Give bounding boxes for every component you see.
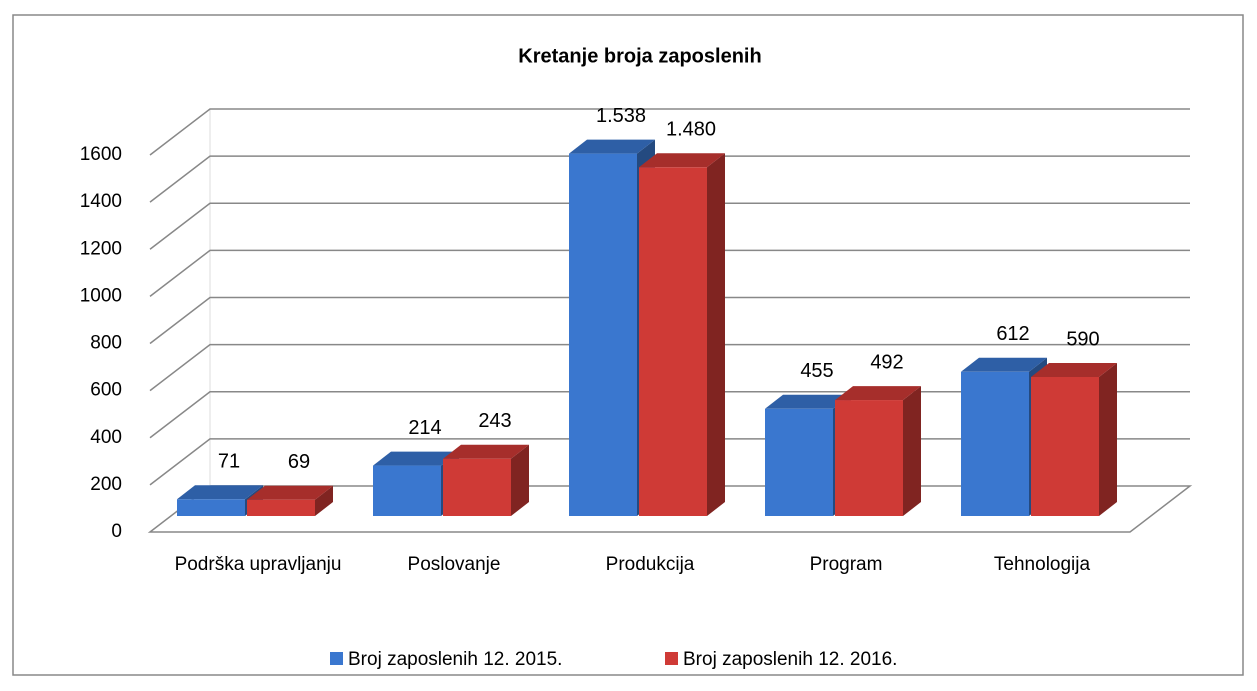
- bar-front: [835, 400, 903, 516]
- x-tick-label: Program: [809, 554, 883, 575]
- bar: [443, 444, 529, 516]
- y-tick-label: 0: [111, 521, 122, 542]
- bar: [1031, 362, 1117, 516]
- bar-top: [569, 139, 655, 154]
- value-label: 243: [478, 410, 511, 432]
- bar-top: [639, 153, 725, 168]
- grid-line: [149, 202, 1190, 250]
- legend-label: Broj zaposlenih 12. 2015.: [348, 649, 562, 670]
- bar-top: [765, 394, 851, 409]
- grid-line: [149, 343, 1190, 392]
- value-label: 69: [288, 451, 310, 473]
- x-tick-label: Poslovanje: [407, 554, 501, 575]
- bar-front: [961, 371, 1029, 516]
- grid-line: [149, 108, 1190, 156]
- bar-front: [373, 465, 441, 516]
- y-tick-label: 1200: [80, 238, 122, 259]
- x-tick-label: Tehnologija: [993, 554, 1091, 575]
- bar: [639, 153, 725, 516]
- bar-top: [1031, 362, 1117, 377]
- value-label: 492: [870, 351, 903, 373]
- y-tick-label: 1400: [80, 191, 122, 212]
- value-label: 1.480: [666, 119, 716, 141]
- bar-side: [1099, 362, 1117, 516]
- bar-front: [1031, 376, 1099, 516]
- bar-front: [443, 458, 511, 516]
- value-label: 590: [1066, 328, 1099, 350]
- bar-front: [177, 499, 245, 516]
- value-label: 71: [218, 451, 240, 473]
- grid-line: [149, 155, 1190, 203]
- bar-top: [961, 357, 1047, 372]
- bar-front: [247, 499, 315, 516]
- y-tick-label: 600: [90, 380, 122, 401]
- bar-front: [765, 408, 833, 516]
- legend-swatch: [665, 652, 678, 665]
- bar-side: [511, 444, 529, 516]
- x-tick-label: Podrška upravljanju: [174, 554, 342, 575]
- grid-line: [149, 249, 1190, 297]
- chart-title: Kretanje broja zaposlenih: [518, 45, 761, 67]
- bar-top: [373, 451, 459, 466]
- y-tick-label: 1600: [80, 144, 122, 165]
- bar-top: [177, 485, 263, 500]
- legend-label: Broj zaposlenih 12. 2016.: [683, 649, 897, 670]
- bar: [247, 485, 333, 516]
- bar-front: [639, 167, 707, 516]
- y-tick-label: 1000: [80, 285, 122, 306]
- value-label: 1.538: [596, 105, 646, 127]
- y-tick-label: 400: [90, 427, 122, 448]
- grid-line: [149, 296, 1190, 345]
- bar-top: [443, 444, 529, 459]
- bar-top: [835, 386, 921, 401]
- y-tick-label: 200: [90, 474, 122, 495]
- bar-side: [315, 485, 333, 516]
- legend-swatch: [330, 652, 343, 665]
- bar-top: [247, 485, 333, 500]
- x-tick-label: Produkcija: [605, 554, 695, 575]
- bar-side: [903, 386, 921, 516]
- bar-front: [569, 153, 637, 516]
- value-label: 214: [408, 417, 441, 439]
- bar: [835, 386, 921, 516]
- bar-side: [707, 153, 725, 516]
- y-tick-label: 800: [90, 333, 122, 354]
- value-label: 455: [800, 360, 833, 382]
- value-label: 612: [996, 323, 1029, 345]
